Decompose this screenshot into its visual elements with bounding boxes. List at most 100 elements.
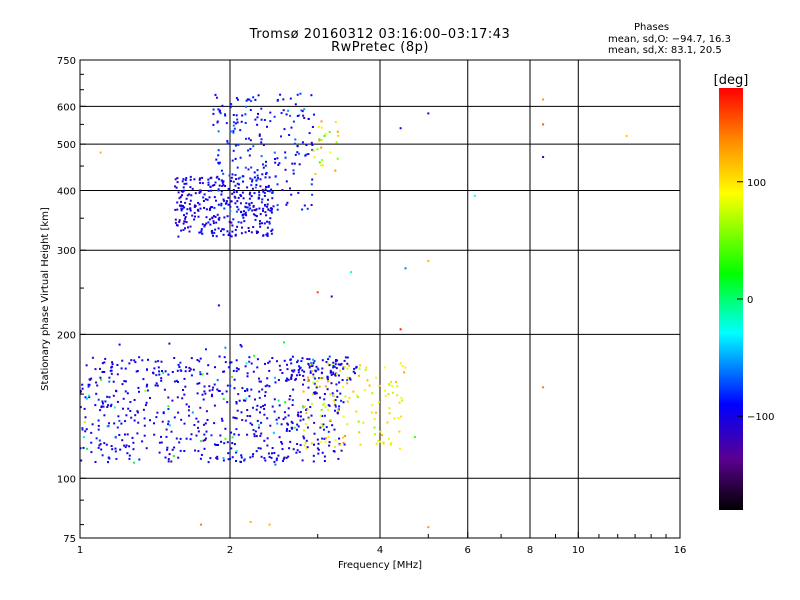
data-point [152, 372, 155, 375]
data-point [241, 214, 244, 216]
data-point [366, 379, 369, 382]
data-point [211, 184, 214, 187]
data-point [307, 376, 310, 379]
data-point [79, 406, 82, 409]
data-point [199, 181, 202, 184]
data-point [232, 121, 235, 124]
data-point [217, 189, 220, 192]
data-point [83, 421, 86, 423]
data-point [265, 233, 268, 236]
data-point [290, 193, 293, 196]
data-point [220, 193, 223, 196]
data-point [155, 382, 158, 385]
data-point [262, 163, 264, 166]
data-point [320, 408, 323, 411]
data-point [249, 422, 252, 425]
data-point [473, 194, 476, 197]
y-tick-label: 600 [57, 102, 76, 113]
data-point [263, 413, 266, 416]
data-point [251, 209, 254, 212]
data-point [310, 414, 313, 417]
data-point [268, 221, 271, 224]
data-point [235, 367, 238, 370]
data-point [242, 216, 245, 219]
data-point [220, 202, 223, 205]
data-point [279, 369, 282, 371]
data-point [222, 398, 225, 401]
data-point [296, 443, 299, 445]
data-point [182, 189, 185, 192]
data-point [327, 358, 330, 361]
data-point [101, 362, 104, 365]
data-point [97, 424, 100, 427]
data-point [195, 417, 198, 420]
data-point [384, 394, 387, 397]
data-point [333, 428, 336, 431]
data-point [185, 182, 188, 185]
data-point [205, 348, 207, 351]
data-point [342, 415, 345, 418]
data-point [101, 454, 104, 457]
data-point [184, 370, 187, 373]
data-point [185, 212, 188, 215]
data-point [194, 192, 197, 195]
data-point [218, 161, 221, 164]
data-point [352, 370, 355, 373]
data-point [268, 385, 271, 388]
data-point [97, 398, 100, 401]
data-point [300, 360, 303, 363]
data-point [266, 384, 269, 387]
data-point [346, 379, 349, 382]
data-point [390, 442, 393, 445]
data-point [193, 218, 196, 221]
data-point [305, 439, 308, 442]
data-point [388, 437, 390, 440]
data-point [224, 185, 227, 187]
data-point [167, 373, 170, 376]
data-point [124, 367, 127, 370]
data-point [211, 232, 214, 235]
data-point [160, 360, 163, 363]
data-point [288, 134, 291, 136]
data-point [236, 205, 239, 208]
data-point [286, 422, 289, 425]
data-point [239, 156, 242, 159]
x-tick-label: 4 [377, 545, 383, 556]
data-point [202, 398, 205, 401]
data-point [91, 423, 94, 426]
data-point [329, 393, 331, 396]
data-point [316, 367, 319, 370]
data-point [319, 414, 322, 417]
data-point [322, 164, 324, 167]
data-point [324, 385, 327, 388]
data-point [264, 164, 267, 167]
data-point [223, 199, 226, 202]
data-point [335, 141, 338, 144]
data-point [301, 459, 304, 462]
data-point [111, 448, 114, 451]
data-point [239, 344, 242, 346]
data-point [240, 210, 243, 213]
data-point [317, 448, 320, 451]
data-point [311, 364, 314, 367]
data-point [216, 455, 219, 458]
data-point [231, 376, 233, 378]
data-point [339, 392, 342, 395]
data-point [302, 429, 305, 432]
data-point [299, 411, 302, 414]
y-tick-label: 200 [57, 330, 76, 341]
data-point [337, 409, 339, 412]
data-point [115, 390, 118, 393]
data-point [321, 359, 324, 362]
data-point [260, 155, 263, 158]
data-point [234, 228, 237, 231]
data-point [188, 203, 191, 206]
data-point [308, 363, 310, 366]
data-point [246, 186, 249, 189]
data-point [124, 446, 127, 449]
data-point [221, 181, 224, 184]
data-point [258, 222, 261, 225]
data-point [254, 430, 257, 433]
data-point [180, 209, 183, 212]
data-point [297, 415, 300, 418]
